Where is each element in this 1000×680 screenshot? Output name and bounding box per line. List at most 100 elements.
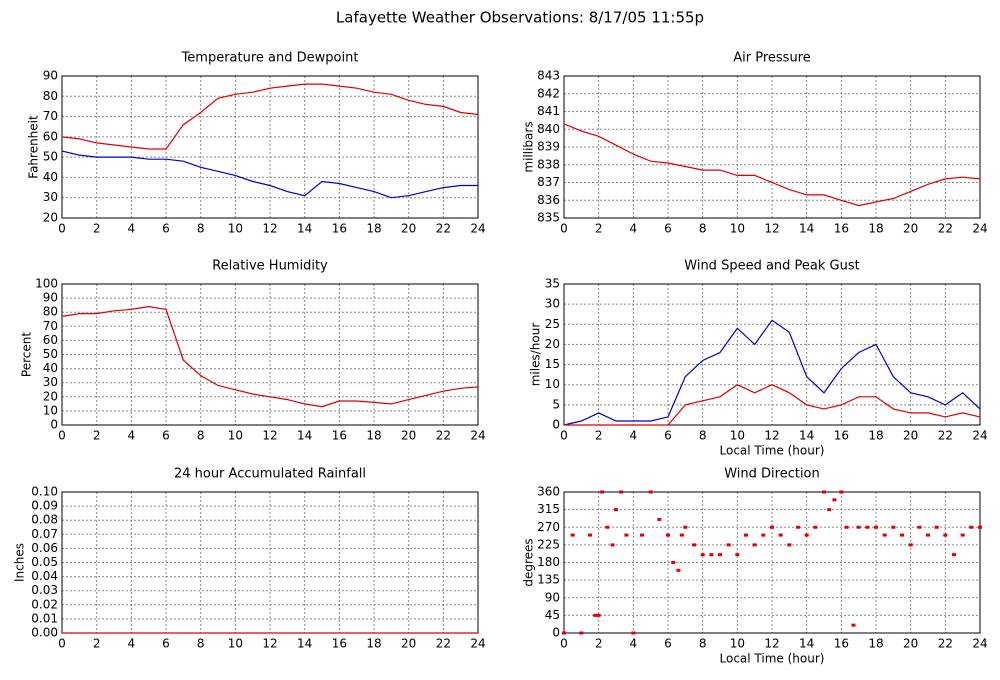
- x-tick-label: 12: [262, 222, 277, 236]
- y-tick-label: 0.09: [31, 499, 58, 513]
- data-point: [787, 543, 792, 547]
- x-tick-label: 22: [436, 637, 451, 651]
- data-point: [882, 533, 887, 537]
- y-tick-label: 30: [545, 297, 560, 311]
- data-point: [917, 525, 922, 529]
- x-tick-label: 6: [162, 429, 170, 443]
- data-point: [683, 525, 688, 529]
- data-point: [610, 543, 615, 547]
- data-line: [61, 83, 479, 150]
- y-tick-label: 80: [43, 89, 58, 103]
- plot-frame: [61, 283, 479, 426]
- data-line: [61, 150, 478, 199]
- data-point: [570, 533, 575, 537]
- x-tick-label: 20: [401, 429, 416, 443]
- y-tick-label: 180: [537, 555, 560, 569]
- data-point: [978, 525, 982, 529]
- data-point: [969, 525, 974, 529]
- data-point: [851, 623, 856, 627]
- data-line: [564, 384, 981, 426]
- x-tick-label: 14: [297, 637, 312, 651]
- x-tick-label: 24: [972, 429, 987, 443]
- x-tick-label: 4: [128, 637, 136, 651]
- y-tick-label: 841: [537, 104, 560, 118]
- x-axis-label: Local Time (hour): [720, 444, 825, 458]
- x-tick-label: 12: [764, 637, 779, 651]
- x-tick-label: 14: [297, 222, 312, 236]
- x-tick-label: 6: [162, 637, 170, 651]
- y-tick-label: 838: [537, 157, 560, 171]
- x-tick-label: 14: [799, 637, 814, 651]
- plot-frame: [563, 283, 981, 426]
- x-tick-label: 12: [764, 222, 779, 236]
- x-tick-label: 8: [699, 222, 707, 236]
- x-tick-label: 18: [868, 429, 883, 443]
- x-tick-label: 6: [664, 222, 672, 236]
- data-point: [943, 533, 948, 537]
- plot-frame: [61, 75, 479, 219]
- y-tick-label: 40: [43, 361, 58, 375]
- x-axis-label: Local Time (hour): [720, 652, 825, 666]
- chart-title: Air Pressure: [733, 51, 811, 66]
- data-point: [619, 490, 624, 494]
- x-tick-label: 14: [799, 429, 814, 443]
- x-tick-label: 8: [197, 429, 205, 443]
- x-tick-label: 0: [560, 222, 568, 236]
- x-tick-label: 22: [938, 222, 953, 236]
- y-tick-label: 60: [43, 129, 58, 143]
- x-tick-label: 4: [630, 222, 638, 236]
- data-point: [934, 525, 939, 529]
- data-point: [718, 553, 722, 557]
- y-axis-label: degrees: [522, 538, 536, 586]
- x-tick-label: 20: [401, 637, 416, 651]
- data-point: [827, 508, 832, 512]
- page-title: Lafayette Weather Observations: 8/17/05 …: [336, 9, 704, 27]
- data-point: [813, 525, 818, 529]
- data-point: [596, 613, 601, 617]
- y-tick-label: 20: [43, 211, 58, 225]
- y-tick-label: 360: [537, 485, 560, 499]
- data-point: [952, 553, 956, 557]
- y-tick-label: 25: [545, 317, 560, 331]
- y-tick-label: 0.04: [31, 569, 58, 583]
- y-tick-label: 30: [43, 190, 58, 204]
- x-tick-label: 0: [58, 637, 66, 651]
- x-tick-label: 6: [664, 637, 672, 651]
- data-point: [832, 498, 837, 502]
- x-tick-label: 24: [972, 222, 987, 236]
- y-tick-label: 20: [545, 337, 560, 351]
- x-tick-label: 10: [730, 222, 745, 236]
- y-tick-label: 270: [537, 520, 560, 534]
- x-tick-label: 2: [595, 429, 603, 443]
- y-tick-label: 835: [537, 211, 560, 225]
- data-point: [605, 525, 610, 529]
- y-tick-label: 60: [43, 333, 58, 347]
- y-tick-label: 10: [43, 403, 58, 417]
- x-tick-label: 12: [764, 429, 779, 443]
- x-tick-label: 14: [799, 222, 814, 236]
- data-point: [666, 533, 670, 537]
- y-tick-label: 50: [43, 347, 58, 361]
- y-tick-label: 90: [545, 590, 560, 604]
- data-point: [960, 533, 965, 537]
- y-tick-label: 45: [545, 608, 560, 622]
- x-tick-label: 20: [903, 637, 918, 651]
- chart-title: 24 hour Accumulated Rainfall: [174, 467, 366, 482]
- data-point: [856, 525, 861, 529]
- data-point: [657, 517, 662, 521]
- y-tick-label: 0.06: [31, 541, 58, 555]
- x-tick-label: 0: [560, 429, 568, 443]
- data-point: [676, 568, 681, 572]
- x-tick-label: 10: [730, 429, 745, 443]
- y-tick-label: 0.02: [31, 597, 58, 611]
- data-point: [891, 525, 896, 529]
- y-tick-label: 70: [43, 319, 58, 333]
- x-tick-label: 16: [834, 429, 849, 443]
- y-tick-label: 90: [43, 69, 58, 83]
- data-point: [752, 543, 757, 547]
- x-tick-label: 4: [630, 637, 638, 651]
- x-tick-label: 2: [595, 222, 603, 236]
- data-point: [735, 553, 740, 557]
- y-tick-label: 843: [537, 69, 560, 83]
- x-tick-label: 22: [436, 429, 451, 443]
